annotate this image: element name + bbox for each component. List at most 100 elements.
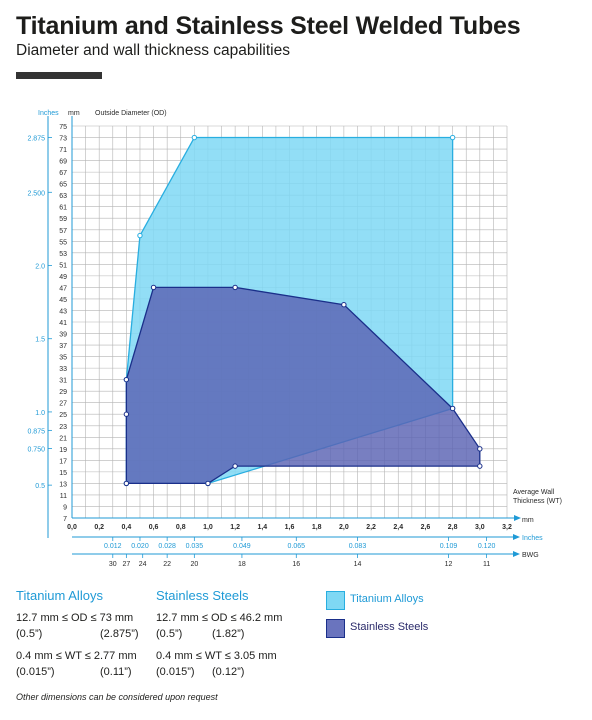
y-tick-label-mm: 65	[59, 182, 67, 189]
y-tick-label-mm: 71	[59, 147, 67, 154]
x-axis-title-line-2: Thickness (WT)	[513, 498, 562, 505]
x-axis-unit-inch: Inches	[522, 535, 543, 542]
y-tick-label-mm: 23	[59, 424, 67, 431]
x-tick-label-inch: 0.012	[104, 543, 122, 550]
y-tick-label-mm: 29	[59, 389, 67, 396]
x-tick-label-mm: 1,4	[257, 524, 267, 531]
bwg-tick-label: 24	[139, 561, 147, 568]
x-tick-label-mm: 1,2	[230, 524, 240, 531]
x-tick-label-mm: 2,4	[393, 524, 403, 531]
x-tick-label-mm: 1,8	[312, 524, 322, 531]
titanium-od-min-inch: (0.5”)	[16, 628, 43, 640]
titanium-specs: Titanium Alloys 12.7 mm ≤ OD ≤ 73 mm (0.…	[16, 588, 139, 680]
titanium-specs-heading: Titanium Alloys	[16, 588, 103, 603]
x-tick-label-inch: 0.120	[478, 543, 496, 550]
inch-axis-arrow	[513, 534, 520, 540]
x-tick-label-mm: 0,4	[122, 524, 132, 531]
title-underline-bar	[16, 72, 102, 79]
y-tick-label-mm: 43	[59, 308, 67, 315]
x-tick-label-mm: 2,2	[366, 524, 376, 531]
x-tick-label-inch: 0.083	[349, 543, 367, 550]
y-tick-label-mm: 73	[59, 136, 67, 143]
y-tick-label-mm: 11	[60, 493, 67, 500]
bwg-axis-unit: BWG	[522, 552, 539, 559]
titanium-wt-max-inch: (0.11”)	[100, 666, 132, 678]
x-tick-label-mm: 2,6	[421, 524, 431, 531]
x-tick-label-mm: 3,2	[502, 524, 512, 531]
data-point-stainless	[205, 480, 211, 487]
data-point-stainless	[232, 284, 238, 291]
y-tick-label-mm: 17	[59, 458, 67, 465]
y-tick-label-mm: 55	[59, 239, 67, 246]
bwg-tick-label: 30	[109, 561, 117, 568]
series-area-stainless	[125, 286, 481, 485]
stainless-od-min-inch: (0.5”)	[156, 628, 183, 640]
x-tick-label-mm: 1,0	[203, 524, 213, 531]
legend-label-titanium: Titanium Alloys	[350, 593, 424, 605]
y-tick-label-mm: 39	[59, 332, 67, 339]
data-point-titanium	[137, 232, 143, 239]
titanium-wt-min-inch: (0.015”)	[16, 666, 55, 678]
y-tick-label-inch: 2.0	[35, 264, 45, 271]
y-tick-label-inch: 0.5	[35, 483, 45, 490]
stainless-wt-range: 0.4 mm ≤ WT ≤ 3.05 mm	[156, 650, 277, 662]
y-tick-label-mm: 7	[63, 516, 67, 523]
stainless-wt-min-inch: (0.015”)	[156, 666, 195, 678]
y-axis-title: Outside Diameter (OD)	[95, 110, 167, 117]
x-axis-unit-mm: mm	[522, 517, 534, 524]
stainless-specs: Stainless Steels 12.7 mm ≤ OD ≤ 46.2 mm …	[156, 588, 282, 680]
stainless-specs-heading: Stainless Steels	[156, 588, 249, 603]
data-point-stainless	[341, 302, 347, 308]
y-tick-label-mm: 59	[59, 216, 67, 223]
x-tick-label-mm: 2,0	[339, 524, 349, 531]
titanium-od-max-inch: (2.875”)	[100, 628, 139, 640]
y-tick-label-mm: 9	[63, 504, 67, 511]
page-subtitle: Diameter and wall thickness capabilities	[16, 42, 290, 59]
y-tick-label-inch: 2.875	[27, 136, 45, 143]
data-point-stainless	[123, 411, 130, 417]
y-tick-label-inch: 0.750	[27, 447, 45, 454]
y-tick-label-mm: 75	[59, 124, 67, 131]
legend-swatch-stainless	[326, 619, 345, 638]
y-tick-label-mm: 57	[59, 228, 67, 235]
page-title: Titanium and Stainless Steel Welded Tube…	[16, 12, 521, 40]
y-tick-label-mm: 37	[59, 343, 67, 350]
capability-chart: 7 9 11 13 15 17 19 21 23 25 27 29 31 33 35 37 39 41 43 45 47…	[27, 110, 562, 568]
stainless-od-max-inch: (1.82”)	[212, 628, 245, 640]
y-tick-label-mm: 51	[59, 262, 67, 269]
x-tick-label-inch: 0.065	[288, 543, 306, 550]
stainless-od-range: 12.7 mm ≤ OD ≤ 46.2 mm	[156, 612, 283, 624]
bwg-tick-label: 12	[445, 561, 453, 568]
y-tick-label-mm: 31	[59, 378, 67, 385]
x-tick-label-mm: 0,0	[67, 524, 77, 531]
x-tick-label-mm: 2,8	[448, 524, 458, 531]
y-tick-label-mm: 25	[59, 412, 67, 419]
bwg-tick-label: 16	[292, 561, 300, 568]
x-tick-label-inch: 0.109	[440, 543, 458, 550]
data-point-stainless	[477, 463, 483, 469]
y-tick-label-mm: 21	[59, 435, 67, 442]
y-tick-label-mm: 15	[59, 470, 67, 477]
y-tick-label-inch: 2.500	[27, 190, 45, 197]
data-point-stainless	[232, 463, 238, 469]
data-point-stainless	[123, 376, 130, 383]
y-tick-label-inch: 0.875	[27, 428, 45, 435]
bwg-axis-arrow	[513, 551, 520, 557]
data-point-stainless	[449, 405, 456, 412]
x-tick-label-mm: 0,2	[94, 524, 104, 531]
bwg-tick-label: 18	[238, 561, 246, 568]
y-axis-unit-inch: Inches	[38, 110, 59, 117]
titanium-od-range: 12.7 mm ≤ OD ≤ 73 mm	[16, 612, 134, 624]
y-axis-unit-mm: mm	[68, 110, 80, 117]
data-point-titanium	[449, 134, 456, 141]
y-tick-label-mm: 35	[59, 355, 67, 362]
x-tick-label-inch: 0.035	[186, 543, 204, 550]
y-tick-label-mm: 67	[59, 170, 67, 177]
legend-label-stainless: Stainless Steels	[350, 621, 429, 633]
y-tick-label-mm: 63	[59, 193, 67, 200]
bwg-tick-label: 27	[122, 561, 130, 568]
y-tick-label-inch: 1.0	[35, 410, 45, 417]
x-axis-arrow	[514, 515, 521, 521]
y-tick-label-mm: 41	[59, 320, 67, 327]
data-point-stainless	[150, 284, 157, 291]
